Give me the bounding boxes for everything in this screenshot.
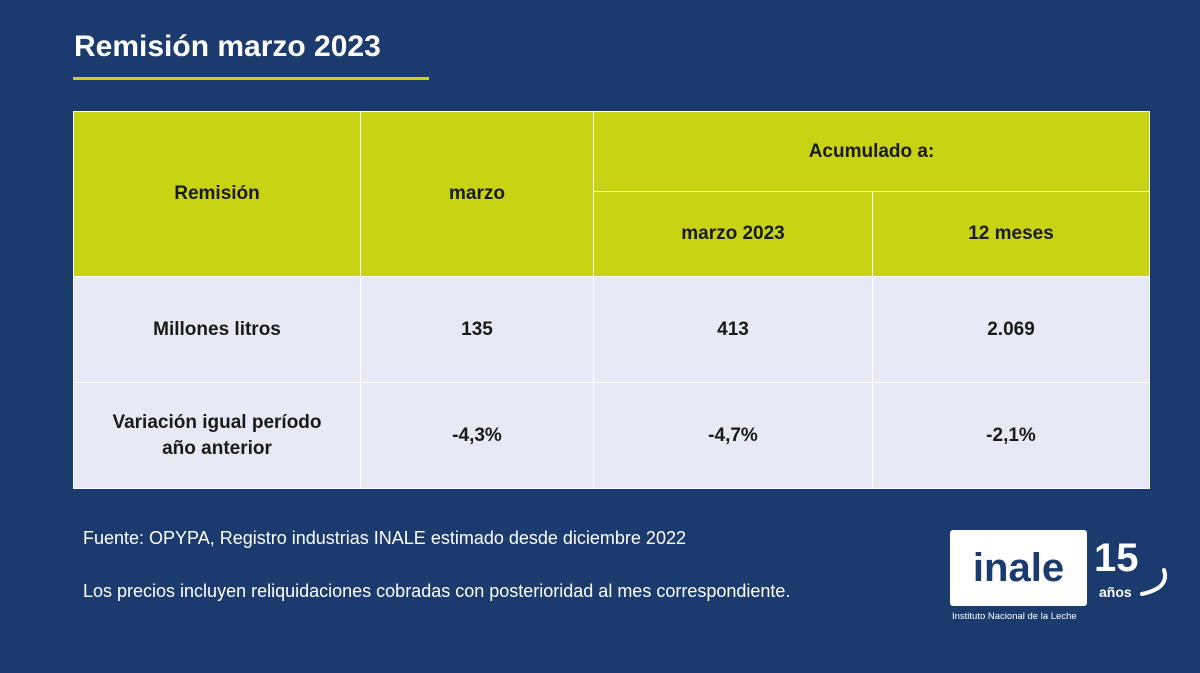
inale-logo: inale: [950, 530, 1087, 606]
cell-marzo: 135: [360, 276, 594, 383]
page-title: Remisión marzo 2023: [74, 30, 381, 63]
prices-note: Los precios incluyen reliquidaciones cob…: [83, 581, 791, 601]
title-underline: [73, 77, 429, 80]
table-row: Millones litros 135 413 2.069: [73, 276, 1150, 383]
table-row: Variación igual período año anterior -4,…: [73, 382, 1150, 489]
row-label: Variación igual período año anterior: [73, 382, 361, 489]
logo-subtitle: Instituto Nacional de la Leche: [952, 611, 1077, 622]
anniversary-text: años: [1099, 584, 1132, 600]
cell-marzo-2023: 413: [593, 276, 873, 383]
cell-marzo: -4,3%: [360, 382, 594, 489]
row-label-line2: año anterior: [162, 437, 272, 459]
header-remision: Remisión: [73, 111, 361, 277]
header-acumulado: Acumulado a:: [593, 111, 1150, 192]
cell-12-meses: -2,1%: [872, 382, 1150, 489]
remision-table: Remisión marzo Acumulado a: marzo 2023 1…: [73, 111, 1150, 489]
cell-marzo-2023: -4,7%: [593, 382, 873, 489]
header-12-meses: 12 meses: [872, 191, 1150, 277]
anniversary-arc-icon: [1140, 568, 1167, 596]
row-label: Millones litros: [73, 276, 361, 383]
cell-12-meses: 2.069: [872, 276, 1150, 383]
header-marzo-2023: marzo 2023: [593, 191, 873, 277]
source-note: Fuente: OPYPA, Registro industrias INALE…: [83, 528, 686, 548]
anniversary-number: 15: [1094, 536, 1139, 580]
row-label-line1: Variación igual período: [112, 411, 322, 433]
logo-wordmark: inale: [972, 545, 1065, 590]
header-marzo: marzo: [360, 111, 594, 277]
